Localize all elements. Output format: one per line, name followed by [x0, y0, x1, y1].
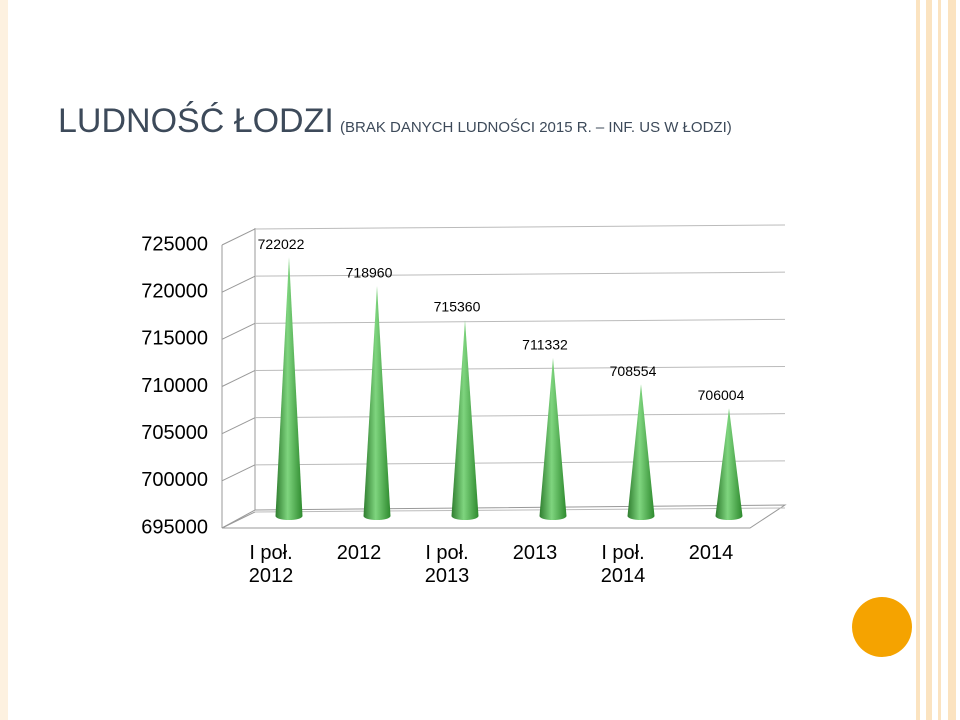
- x-tick-label: 2014: [688, 542, 734, 564]
- slide-subtitle: (BRAK DANYCH LUDNOŚCI 2015 R. – INF. US …: [340, 118, 732, 136]
- cone: [363, 285, 391, 520]
- x-tick-label: I poł. 2013: [424, 542, 470, 587]
- x-tick-label: 2012: [336, 542, 382, 564]
- y-tick-label: 720000: [141, 280, 208, 302]
- value-label: 708554: [610, 363, 657, 379]
- y-tick-label: 695000: [141, 516, 208, 538]
- y-tick-label: 710000: [141, 375, 208, 397]
- grid-line: [254, 318, 786, 324]
- grid-line: [254, 460, 786, 466]
- cone: [627, 384, 655, 520]
- y-tick-label: 715000: [141, 328, 208, 350]
- cone: [451, 319, 479, 520]
- grid-line: [254, 224, 786, 230]
- y-tick-label: 700000: [141, 469, 208, 491]
- grid-line: [221, 417, 256, 435]
- cone: [715, 408, 743, 520]
- grid-line: [221, 322, 256, 340]
- x-tick-label: I poł. 2014: [600, 542, 646, 587]
- x-tick-label: 2013: [512, 542, 558, 564]
- grid-line: [254, 366, 786, 371]
- y-tick-label: 725000: [141, 233, 208, 255]
- value-label: 715360: [434, 299, 481, 315]
- y-tick-label: 705000: [141, 422, 208, 444]
- x-tick-label: I poł. 2012: [248, 542, 294, 587]
- value-label: 718960: [346, 265, 393, 281]
- grid-line: [221, 275, 256, 293]
- grid-line: [254, 413, 786, 419]
- grid-line: [221, 370, 256, 387]
- value-label: 706004: [698, 387, 745, 403]
- value-label: 711332: [522, 337, 568, 353]
- grid-line: [254, 271, 786, 277]
- grid-line: [221, 511, 256, 529]
- grid-line: [254, 507, 786, 513]
- cone: [539, 357, 567, 520]
- value-label: 722022: [258, 236, 305, 252]
- grid-line: [221, 464, 256, 482]
- slide-title: LUDNOŚĆ ŁODZI: [58, 101, 334, 140]
- cone: [275, 257, 303, 520]
- grid-line: [221, 228, 256, 246]
